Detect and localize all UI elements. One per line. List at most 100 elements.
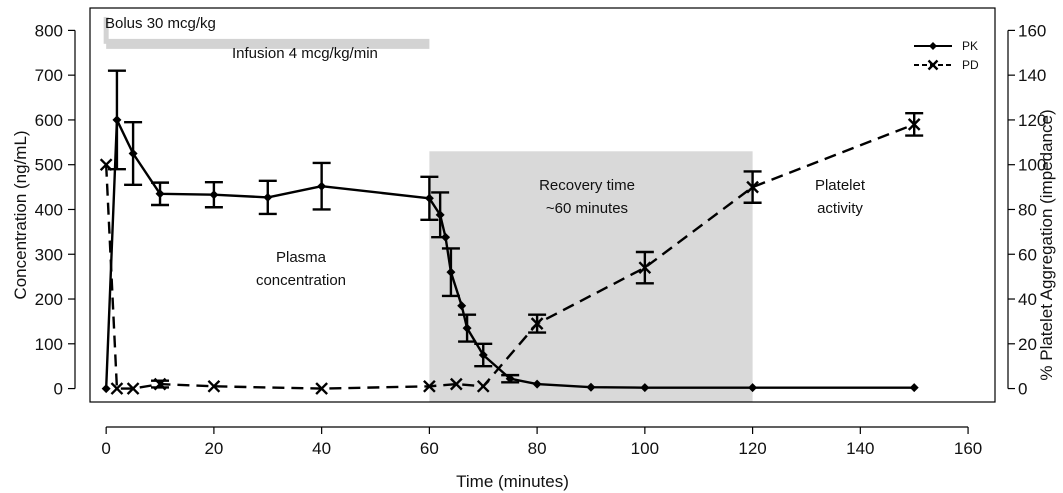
y-right-tick-label: 120: [1018, 111, 1046, 130]
x-mark-stroke: [449, 377, 463, 391]
y-left-tick-label: 300: [35, 245, 63, 264]
data-point: [99, 158, 113, 172]
x-tick-label: 140: [846, 439, 874, 458]
x-tick-label: 160: [954, 439, 982, 458]
x-mark-stroke: [907, 118, 921, 131]
x-mark-stroke: [126, 382, 140, 395]
data-point: [446, 267, 456, 277]
data-point: [435, 210, 445, 220]
y-right-tick-label: 140: [1018, 66, 1046, 85]
data-point: [110, 382, 124, 395]
series-pk: [101, 69, 919, 394]
y-right-tick-label: 60: [1018, 245, 1037, 264]
series-layer: [99, 69, 924, 395]
x-mark-stroke: [315, 382, 328, 395]
legend-marker: [927, 59, 939, 71]
platelet-label-line1: Platelet: [815, 177, 866, 194]
y-right-tick-label: 160: [1018, 21, 1046, 40]
y-right-tick-label: 80: [1018, 200, 1037, 219]
data-point: [209, 190, 219, 200]
series-pd: [99, 112, 924, 395]
legend-item-pk: PK: [914, 39, 978, 53]
data-point: [449, 377, 463, 391]
x-mark-stroke: [476, 379, 490, 393]
recovery-label-line1: Recovery time: [539, 177, 635, 194]
axes-layer: 0 20 40 60 80 100 120 140 1600100200300400500600…: [11, 7, 1056, 491]
y-left-tick-label: 700: [35, 66, 63, 85]
recovery-label-line2: ~60 minutes: [546, 200, 628, 217]
bolus-label: Bolus 30 mcg/kg: [105, 15, 216, 32]
infusion-label: Infusion 4 mcg/kg/min: [232, 45, 378, 62]
data-point: [155, 189, 165, 199]
data-point: [457, 301, 467, 311]
x-mark-stroke: [99, 158, 113, 172]
legend-label: PD: [962, 58, 979, 72]
x-tick-label: 40: [312, 439, 331, 458]
data-point: [638, 261, 652, 275]
data-point: [909, 383, 919, 393]
data-point: [476, 379, 490, 393]
legend-item-pd: PD: [914, 58, 979, 72]
data-point: [128, 149, 138, 159]
plasma-label-line1: Plasma: [276, 249, 327, 266]
x-mark-stroke: [638, 261, 652, 275]
x-axis-title: Time (minutes): [456, 472, 569, 491]
y-axis-left-title: Concentration (ng/mL): [11, 130, 30, 299]
data-point: [126, 382, 140, 395]
data-point: [153, 377, 167, 391]
x-mark-stroke: [927, 59, 939, 71]
data-point: [112, 115, 122, 125]
data-point: [907, 118, 921, 131]
x-tick-label: 120: [738, 439, 766, 458]
data-point: [532, 379, 542, 389]
y-left-tick-label: 400: [35, 200, 63, 219]
y-left-tick-label: 100: [35, 335, 63, 354]
data-point: [530, 317, 544, 330]
x-tick-label: 60: [420, 439, 439, 458]
data-point: [746, 180, 759, 194]
x-tick-label: 0: [101, 439, 110, 458]
data-point: [478, 350, 488, 360]
x-mark-stroke: [153, 377, 167, 391]
y-right-tick-label: 0: [1018, 380, 1027, 399]
platelet-label-line2: activity: [817, 200, 863, 217]
legend: PK PD: [914, 39, 979, 72]
data-point: [462, 323, 472, 333]
y-right-tick-label: 40: [1018, 290, 1037, 309]
x-tick-label: 20: [204, 439, 223, 458]
data-point: [423, 379, 436, 393]
data-point: [315, 382, 328, 395]
data-point: [317, 181, 327, 191]
y-right-tick-label: 20: [1018, 335, 1037, 354]
x-tick-label: 80: [528, 439, 547, 458]
y-axis-right-title: % Platelet Aggregation (impedance): [1037, 109, 1056, 380]
y-right-tick-label: 100: [1018, 156, 1046, 175]
data-point: [101, 384, 111, 394]
y-left-tick-label: 0: [54, 380, 63, 399]
x-mark-stroke: [110, 382, 124, 395]
annotation-layer: Bolus 30 mcg/kg Infusion 4 mcg/kg/min Plas…: [103, 15, 866, 289]
data-point: [505, 374, 515, 384]
x-mark-stroke: [746, 180, 759, 194]
legend-marker: [929, 42, 937, 50]
legend-label: PK: [962, 39, 978, 53]
x-mark-stroke: [207, 379, 221, 393]
x-mark-stroke: [530, 317, 544, 330]
plot-frame: [89, 7, 996, 403]
x-tick-label: 100: [631, 439, 659, 458]
y-left-tick-label: 600: [35, 111, 63, 130]
y-left-tick-label: 200: [35, 290, 63, 309]
data-point: [586, 382, 596, 392]
plasma-label-line2: concentration: [256, 272, 346, 289]
y-left-tick-label: 800: [35, 21, 63, 40]
y-left-tick-label: 500: [35, 156, 63, 175]
data-point: [441, 232, 451, 242]
data-point: [207, 379, 221, 393]
data-point: [640, 383, 650, 393]
data-point: [748, 383, 758, 393]
x-mark-stroke: [423, 379, 436, 393]
data-point: [263, 192, 273, 202]
series-line-pk: [104, 118, 915, 389]
data-point: [424, 193, 434, 203]
